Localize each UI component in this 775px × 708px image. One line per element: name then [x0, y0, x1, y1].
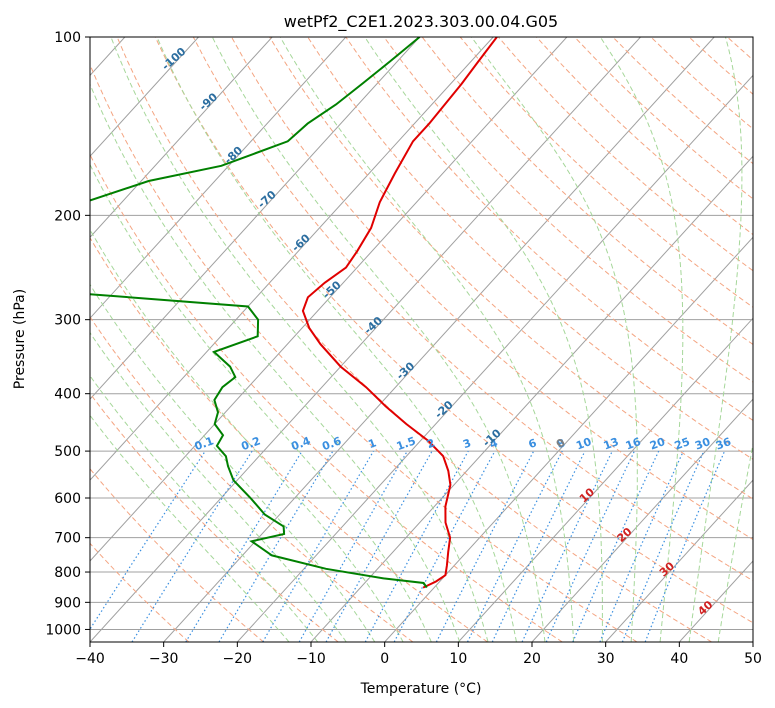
- moist-adiabat-line: [279, 37, 575, 642]
- mixing-ratio-label: 0.2: [240, 434, 263, 453]
- y-tick-label: 1000: [45, 622, 81, 638]
- mixing-ratio-label: 1.5: [395, 434, 418, 453]
- dry-adiabat-line: [345, 37, 753, 421]
- mixing-ratio-line: [90, 450, 206, 631]
- y-tick-label: 100: [54, 30, 81, 46]
- plot-frame: [89, 36, 754, 643]
- dry-adiabat-line: [116, 37, 712, 642]
- dry-adiabat-line: [421, 37, 753, 346]
- y-axis-title: Pressure (hPa): [12, 289, 28, 389]
- isotherm-line: [384, 236, 753, 642]
- mixing-ratio-label: 25: [673, 435, 692, 452]
- isotherm-line: [90, 37, 641, 642]
- y-tick-label: 400: [54, 387, 81, 403]
- isotherm-line: [90, 37, 273, 238]
- isotherm-line: [90, 37, 494, 481]
- dry-adiabat-line: [231, 37, 753, 541]
- x-axis-title: Temperature (°C): [360, 681, 482, 697]
- x-tick-label: 0: [380, 651, 389, 667]
- y-tick-label: 800: [54, 565, 81, 581]
- moist-adiabat-line: [90, 331, 347, 642]
- mixing-ratio-line: [572, 450, 660, 642]
- mixing-ratio-label: 6: [527, 436, 539, 451]
- mixing-ratio-line: [621, 450, 705, 642]
- isotherm-line: [90, 37, 568, 562]
- mixing-ratio-label: 36: [714, 435, 733, 453]
- moist-adiabat-line: [90, 83, 461, 642]
- moist-adiabat-line: [688, 37, 743, 642]
- moist-adiabat-line: [90, 163, 432, 642]
- profile-lines: [90, 37, 498, 589]
- mixing-ratio-line: [599, 450, 684, 642]
- mixing-ratio-line: [466, 450, 563, 642]
- moist-adiabat-line: [470, 37, 638, 642]
- mixing-ratio-label: 10: [574, 435, 593, 453]
- mixing-ratio-label: 1: [367, 436, 379, 451]
- x-tick-label: −10: [296, 651, 326, 667]
- moist-adiabat-line: [156, 37, 517, 642]
- mixing-ratio-label: 0.1: [193, 434, 216, 453]
- y-tick-label: 200: [54, 208, 81, 224]
- isotherm-line: [90, 37, 420, 400]
- x-tick-label: −20: [223, 651, 253, 667]
- mixing-ratio-label: 4: [488, 436, 500, 451]
- mixing-ratio-line: [325, 450, 433, 642]
- chart-title: wetPf2_C2E1.2023.303.00.04.G05: [284, 12, 558, 32]
- y-tick-label: 300: [54, 313, 81, 329]
- moist-adiabat-line: [717, 441, 753, 642]
- isotherm-line: [90, 37, 199, 158]
- mixing-ratio-label: 20: [648, 435, 667, 453]
- axes: −40 −30 −20 −10 0 10 20 30 40 5010020030040050060…: [45, 30, 762, 667]
- isotherm-line: [605, 479, 753, 642]
- mixing-ratio-label: 3: [461, 436, 473, 451]
- dry-adiabat-line: [459, 37, 753, 308]
- dewpoint-profile-line: [90, 37, 428, 589]
- dry-adiabat-line: [307, 37, 753, 460]
- mixing-ratio-line: [298, 450, 408, 642]
- mixing-ratio-label: 0.6: [320, 434, 343, 453]
- x-tick-label: 10: [449, 651, 467, 667]
- dry-adiabat-line: [192, 37, 753, 582]
- y-tick-label: 700: [54, 531, 81, 547]
- y-tick-label: 500: [54, 444, 81, 460]
- x-tick-label: 30: [597, 651, 615, 667]
- mixing-ratio-label: 2: [425, 436, 437, 451]
- moist-adiabat-line: [599, 37, 684, 642]
- isotherm-line: [457, 317, 753, 642]
- moist-adiabat-line: [211, 37, 546, 642]
- mixing-ratio-label: 16: [624, 435, 643, 453]
- x-tick-label: −30: [149, 651, 179, 667]
- isotherm-line: [531, 398, 753, 642]
- moist-adiabat-line: [90, 283, 376, 642]
- mixing-ratio-line: [393, 450, 496, 642]
- dry-adiabat-line: [154, 37, 753, 624]
- mixing-ratio-line: [644, 450, 726, 642]
- x-tick-label: 50: [744, 651, 762, 667]
- moist-adiabat-line: [364, 37, 603, 642]
- background-lines: [90, 37, 753, 642]
- mixing-ratio-label: 8: [555, 436, 567, 451]
- mixing-ratio-label: 13: [602, 435, 621, 452]
- moist-adiabat-line: [90, 414, 290, 642]
- y-tick-label: 600: [54, 491, 81, 507]
- isotherm-line: [90, 37, 347, 319]
- dry-adiabat-line: [90, 153, 563, 642]
- mixing-ratio-label: 30: [693, 435, 712, 453]
- x-tick-label: −40: [75, 651, 105, 667]
- mixing-ratio-line: [131, 450, 253, 642]
- y-tick-label: 900: [54, 595, 81, 611]
- moist-adiabat-line: [110, 37, 489, 642]
- x-tick-label: 40: [670, 651, 688, 667]
- dry-adiabat-line: [90, 236, 488, 642]
- mixing-ratio-line: [435, 450, 535, 642]
- temperature-profile-line: [301, 37, 498, 589]
- moist-adiabat-line: [90, 228, 404, 642]
- mixing-ratio-label: 0.4: [290, 434, 313, 453]
- x-tick-label: 20: [523, 651, 541, 667]
- mixing-ratio-line: [185, 450, 303, 642]
- isotherm-line: [236, 74, 753, 642]
- mixing-ratio-line: [364, 450, 469, 642]
